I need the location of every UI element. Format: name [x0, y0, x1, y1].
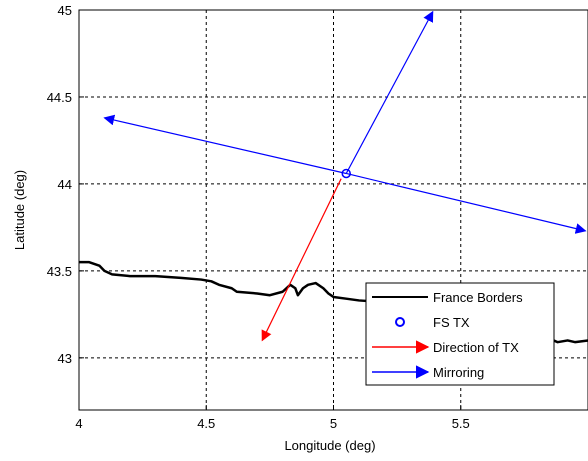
- x-axis-label: Longitude (deg): [284, 438, 375, 453]
- series-fs-tx-marker: [341, 168, 351, 179]
- y-tick-label: 44.5: [47, 90, 72, 105]
- x-axis-ticks: 44.555.56: [75, 405, 588, 431]
- legend-label-mirroring: Mirroring: [433, 365, 484, 380]
- y-tick-label: 43: [58, 351, 72, 366]
- legend: France Borders FS TX Direction of TX Mir…: [365, 282, 555, 386]
- x-grid: [205, 10, 462, 410]
- y-tick-label: 44: [58, 177, 72, 192]
- y-axis-ticks: 43 43.5 44 44.5 45: [47, 3, 84, 366]
- series-direction-of-tx-arrow: [261, 178, 342, 342]
- legend-box: [365, 282, 555, 386]
- x-tick-label: 4: [75, 416, 82, 431]
- series-mirroring-arrow: [345, 10, 434, 174]
- x-tick-label: 5: [330, 416, 337, 431]
- x-tick-label: 4.5: [197, 416, 215, 431]
- y-tick-label: 43.5: [47, 264, 72, 279]
- legend-swatch-fs-tx: [395, 317, 405, 327]
- series-mirroring-arrow: [346, 172, 587, 234]
- x-tick-label: 5.5: [452, 416, 470, 431]
- legend-label-direction-of-tx: Direction of TX: [433, 340, 519, 355]
- series-mirroring-arrow: [103, 114, 347, 175]
- legend-label-france-borders: France Borders: [433, 290, 523, 305]
- y-tick-label: 45: [58, 3, 72, 18]
- y-grid: [79, 96, 588, 359]
- y-axis-label: Latitude (deg): [12, 170, 27, 250]
- legend-label-fs-tx: FS TX: [433, 315, 470, 330]
